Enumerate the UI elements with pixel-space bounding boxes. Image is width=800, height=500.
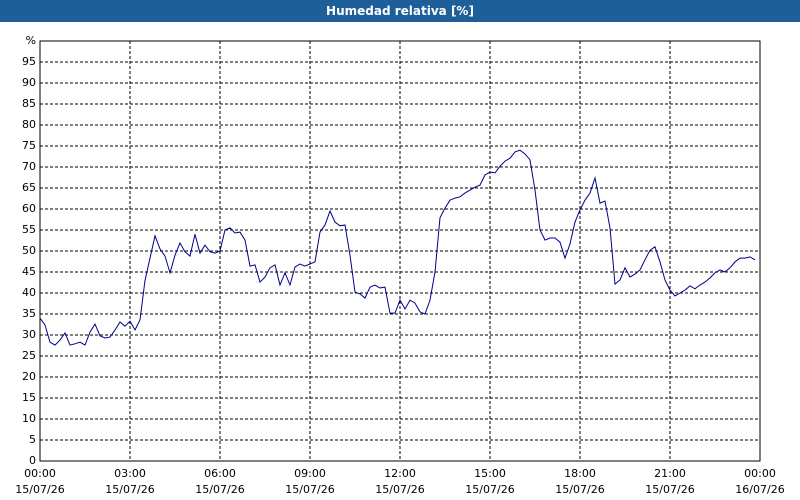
y-tick-label: % [26, 34, 36, 47]
x-tick-label: 15:00 [474, 467, 506, 480]
x-tick-date: 15/07/26 [465, 483, 514, 496]
x-tick-label: 06:00 [204, 467, 236, 480]
plot-frame [39, 40, 761, 462]
x-tick-label: 03:00 [114, 467, 146, 480]
y-tick-label: 80 [22, 118, 36, 131]
x-tick-label: 12:00 [384, 467, 416, 480]
x-tick-date: 15/07/26 [645, 483, 694, 496]
x-tick-label: 18:00 [564, 467, 596, 480]
x-tick-date: 15/07/26 [285, 483, 334, 496]
y-tick-label: 0 [29, 454, 36, 467]
y-tick-label: 35 [22, 307, 36, 320]
x-tick-date: 15/07/26 [15, 483, 64, 496]
y-tick-label: 45 [22, 265, 36, 278]
data-line [39, 149, 756, 346]
y-tick-label: 95 [22, 55, 36, 68]
title-bar: Humedad relativa [%] [0, 0, 800, 22]
x-tick-label: 00:00 [744, 467, 776, 480]
y-tick-label: 55 [22, 223, 36, 236]
x-tick-date: 16/07/26 [735, 483, 784, 496]
y-tick-label: 60 [22, 202, 36, 215]
x-tick-date: 15/07/26 [105, 483, 154, 496]
chart-title: Humedad relativa [%] [326, 4, 474, 18]
x-tick-date: 15/07/26 [195, 483, 244, 496]
y-tick-label: 40 [22, 286, 36, 299]
y-tick-label: 75 [22, 139, 36, 152]
y-tick-label: 5 [29, 433, 36, 446]
x-tick-label: 00:00 [24, 467, 56, 480]
y-tick-label: 30 [22, 328, 36, 341]
x-tick-label: 21:00 [654, 467, 686, 480]
chart: 0 5 10 15 20 25 30 35 40 45 50 55 60 65 70 75 80 85 90 95% 0… [15, 34, 784, 496]
x-tick-label: 09:00 [294, 467, 326, 480]
y-tick-label: 25 [22, 349, 36, 362]
y-tick-label: 15 [22, 391, 36, 404]
x-tick-date: 15/07/26 [555, 483, 604, 496]
y-tick-label: 10 [22, 412, 36, 425]
y-tick-label: 50 [22, 244, 36, 257]
x-tick-date: 15/07/26 [375, 483, 424, 496]
y-tick-label: 85 [22, 97, 36, 110]
y-tick-label: 90 [22, 76, 36, 89]
y-tick-label: 70 [22, 160, 36, 173]
y-tick-label: 65 [22, 181, 36, 194]
y-tick-label: 20 [22, 370, 36, 383]
